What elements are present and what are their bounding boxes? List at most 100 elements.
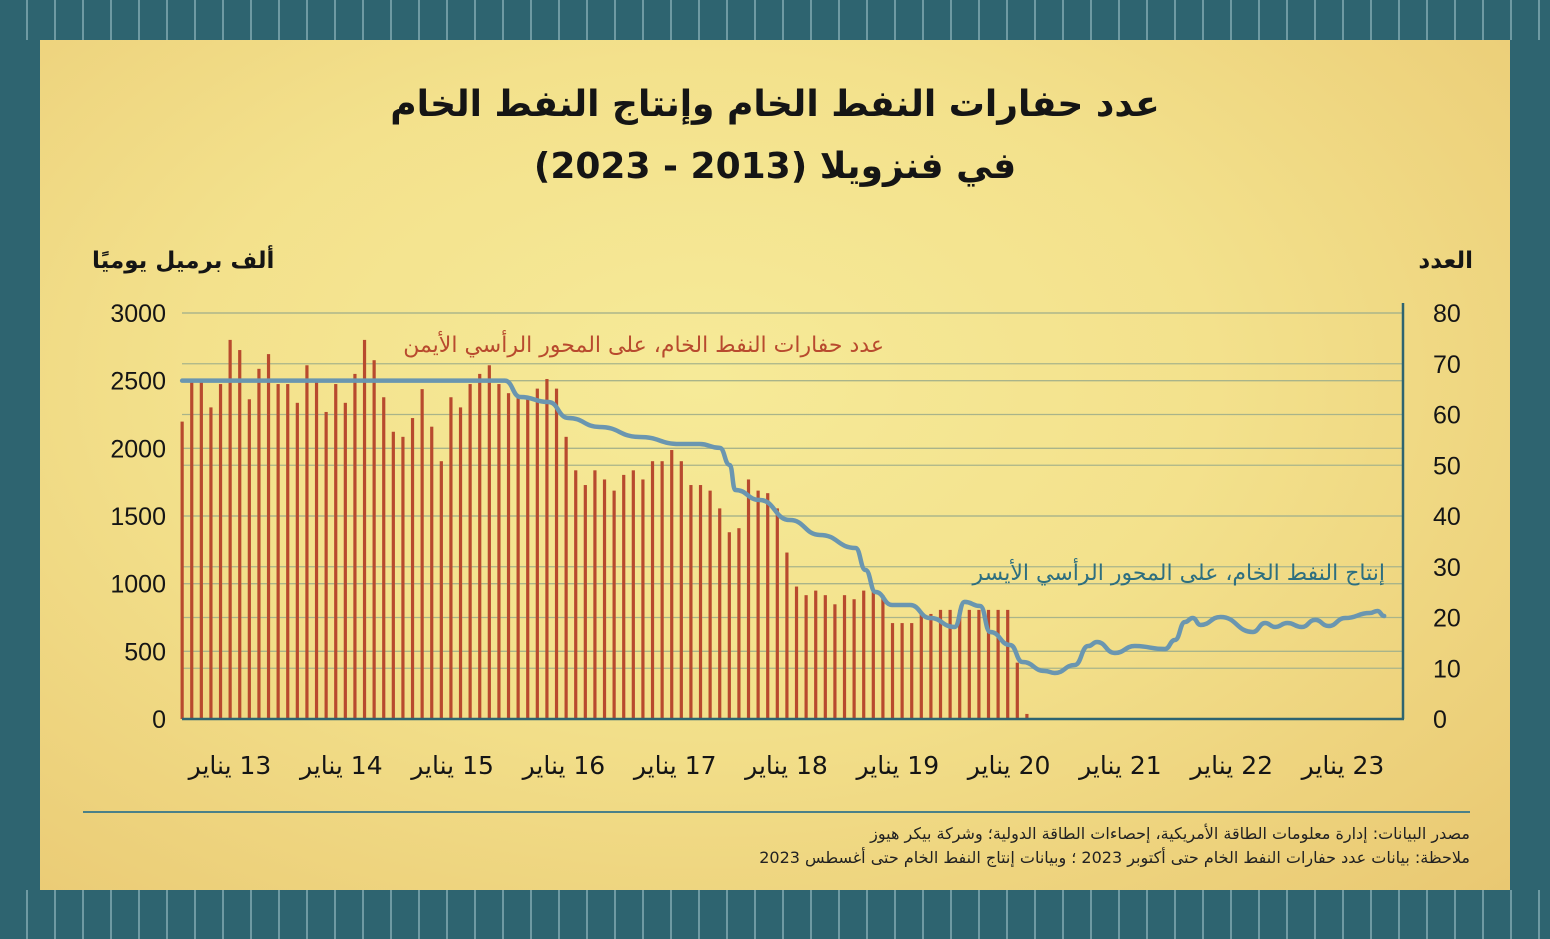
rig-count-bar bbox=[794, 586, 799, 719]
rig-count-bar bbox=[919, 613, 923, 719]
left-tick-label: 500 bbox=[124, 638, 166, 666]
rig-count-bar bbox=[948, 609, 952, 719]
rig-count-bar bbox=[679, 461, 683, 719]
production-line bbox=[179, 378, 1387, 676]
rig-count-bar bbox=[420, 389, 424, 719]
right-tick-label: 70 bbox=[1433, 351, 1461, 379]
rig-count-bar bbox=[180, 421, 184, 719]
x-tick-label: 17 يناير bbox=[632, 751, 717, 780]
rig-count-bar bbox=[641, 479, 645, 719]
rig-count-bar bbox=[238, 350, 242, 719]
rig-count-bar bbox=[439, 461, 443, 719]
rig-count-bar bbox=[468, 384, 472, 719]
rig-count-bar bbox=[228, 339, 232, 719]
right-tick-label: 60 bbox=[1433, 402, 1461, 430]
rig-count-bar bbox=[478, 373, 482, 719]
rig-count-bar bbox=[526, 398, 530, 719]
rig-count-bar bbox=[506, 393, 511, 719]
rig-count-bar bbox=[996, 609, 1000, 719]
rig-count-bar bbox=[958, 609, 962, 719]
rig-count-bar bbox=[295, 402, 299, 719]
left-tick-label: 3000 bbox=[110, 300, 166, 328]
rig-count-bar bbox=[497, 384, 501, 719]
rig-count-bar bbox=[814, 590, 818, 719]
rig-count-bar bbox=[362, 339, 367, 719]
rig-count-bar bbox=[804, 595, 808, 719]
rig-count-bar bbox=[833, 604, 837, 719]
x-tick-label: 13 يناير bbox=[187, 751, 272, 780]
right-tick-label: 30 bbox=[1433, 554, 1461, 582]
rig-count-bar bbox=[199, 378, 203, 719]
rig-count-bar bbox=[766, 493, 770, 719]
rig-count-bar bbox=[324, 411, 328, 719]
rig-count-bar bbox=[842, 595, 847, 719]
rig-count-bar bbox=[391, 431, 395, 719]
rig-count-bar bbox=[449, 397, 453, 719]
rig-count-bar bbox=[602, 479, 607, 719]
x-tick-label: 20 يناير bbox=[966, 751, 1051, 780]
rig-count-bar bbox=[1025, 713, 1029, 719]
x-tick-label: 21 يناير bbox=[1077, 751, 1162, 780]
rig-count-bar bbox=[756, 490, 760, 719]
rig-count-bar bbox=[583, 485, 587, 719]
right-axis-title: العدد bbox=[1418, 248, 1473, 274]
rig-count-bar bbox=[689, 485, 693, 719]
left-tick-label: 1000 bbox=[110, 571, 166, 599]
rig-count-bar bbox=[862, 590, 866, 719]
rig-count-bar bbox=[708, 490, 712, 719]
rig-count-bar bbox=[266, 354, 271, 719]
rig-count-bar bbox=[545, 378, 549, 719]
rig-count-bar bbox=[209, 407, 213, 719]
left-tick-label: 1500 bbox=[110, 503, 166, 531]
rig-count-bar bbox=[775, 508, 779, 719]
chart-title-line2: في فنزويلا (2013 - 2023) bbox=[533, 146, 1017, 187]
rig-count-bar bbox=[929, 613, 933, 719]
rig-count-bar bbox=[564, 436, 568, 719]
rig-count-bar bbox=[650, 461, 655, 719]
x-tick-label: 23 يناير bbox=[1300, 751, 1385, 780]
left-tick-label: 2500 bbox=[110, 368, 166, 396]
rig-count-bar bbox=[334, 384, 338, 719]
data-note: ملاحظة: بيانات عدد حفارات النفط الخام حت… bbox=[759, 848, 1470, 867]
rig-count-bar bbox=[430, 426, 434, 719]
rig-count-bar bbox=[218, 384, 223, 719]
bottom-border-pattern bbox=[0, 890, 1550, 939]
rig-count-bar bbox=[314, 378, 319, 719]
production-series-label: إنتاج النفط الخام، على المحور الرأسي الأ… bbox=[972, 558, 1386, 586]
rig-count-bar bbox=[718, 508, 722, 719]
rig-count-bar bbox=[737, 528, 741, 719]
rig-count-bar bbox=[535, 388, 539, 719]
rig-count-bar bbox=[871, 590, 875, 719]
rig-count-bar bbox=[247, 399, 251, 719]
rig-count-bar bbox=[487, 365, 491, 719]
rig-count-bar bbox=[967, 609, 971, 719]
rig-count-bar bbox=[410, 418, 415, 719]
top-border-pattern bbox=[0, 0, 1550, 40]
rig-count-bar bbox=[612, 490, 616, 719]
rig-count-bar bbox=[823, 595, 827, 719]
rig-count-bar bbox=[622, 474, 626, 719]
rig-count-bar bbox=[286, 384, 290, 719]
rig-count-bar bbox=[660, 461, 664, 719]
chart-title-line1: عدد حفارات النفط الخام وإنتاج النفط الخا… bbox=[390, 84, 1160, 125]
left-tick-label: 0 bbox=[152, 706, 166, 734]
rig-count-bar bbox=[727, 532, 731, 719]
rig-count-bar bbox=[353, 373, 357, 719]
right-tick-label: 40 bbox=[1433, 503, 1461, 531]
rig-count-bar bbox=[1006, 609, 1010, 719]
source-note: مصدر البيانات: إدارة معلومات الطاقة الأم… bbox=[870, 824, 1470, 843]
rig-count-bar bbox=[785, 552, 789, 719]
rig-count-bar bbox=[977, 609, 981, 719]
rig-count-bar bbox=[574, 470, 578, 719]
rig-count-bar bbox=[698, 485, 703, 719]
right-tick-label: 50 bbox=[1433, 452, 1461, 480]
rig-count-bar bbox=[458, 407, 463, 719]
rig-count-bar bbox=[190, 378, 194, 719]
rig-count-bar bbox=[852, 599, 856, 719]
rig-count-bar bbox=[343, 402, 347, 719]
x-tick-label: 15 يناير bbox=[409, 751, 494, 780]
rig-count-bar bbox=[746, 479, 751, 719]
rig-series-label: عدد حفارات النفط الخام، على المحور الرأس… bbox=[403, 330, 884, 358]
rig-count-bar bbox=[670, 450, 674, 719]
